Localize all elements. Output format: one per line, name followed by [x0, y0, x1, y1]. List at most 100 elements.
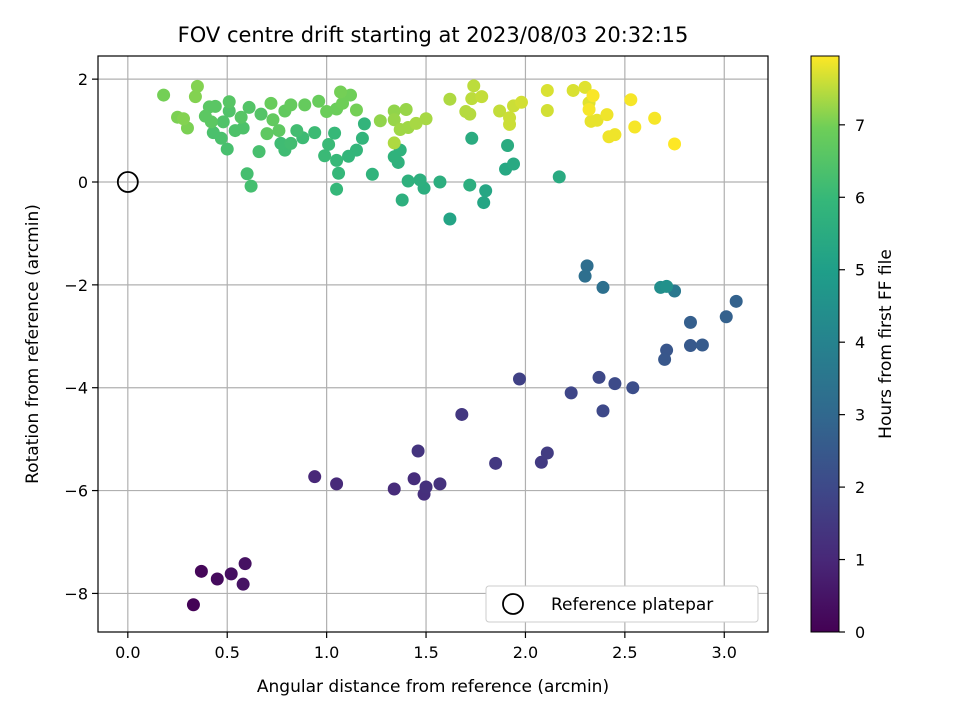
data-point	[260, 127, 274, 141]
data-point	[463, 178, 477, 192]
reference-marker	[116, 171, 139, 193]
plot-frame	[97, 55, 769, 633]
data-point	[210, 572, 224, 586]
data-point	[387, 113, 401, 127]
y-tick-label: −8	[64, 584, 88, 603]
data-point	[194, 564, 208, 578]
data-point	[552, 170, 566, 184]
x-tick-label: 0.5	[215, 643, 240, 662]
data-point	[204, 115, 218, 129]
data-point	[244, 179, 258, 193]
data-point	[234, 110, 248, 124]
colorbar-ticks: 0 1 2 3 4 5 6 7	[839, 116, 865, 642]
x-ticks: 0.0 0.5 1.0 1.5 2.0 2.5 3.0	[115, 632, 737, 662]
data-point	[419, 480, 433, 494]
data-point	[298, 98, 312, 112]
data-point	[534, 455, 548, 469]
data-point	[590, 113, 604, 127]
data-point	[272, 124, 286, 138]
legend-marker	[502, 593, 524, 615]
data-point	[493, 104, 507, 118]
data-point	[489, 456, 503, 470]
chart-title: FOV centre drift starting at 2023/08/03 …	[178, 23, 689, 47]
data-point	[624, 93, 638, 107]
x-tick-label: 0.0	[115, 643, 140, 662]
data-point	[349, 103, 363, 117]
colorbar-tick-label: 3	[855, 406, 865, 425]
data-point	[409, 116, 423, 130]
data-point	[600, 108, 614, 122]
data-point	[512, 372, 526, 386]
data-point	[683, 339, 697, 353]
x-tick-label: 1.5	[413, 643, 438, 662]
data-point	[284, 98, 298, 112]
data-point	[240, 167, 254, 181]
colorbar-label: Hours from first FF file	[876, 249, 896, 439]
data-point	[330, 182, 344, 196]
data-point	[501, 138, 515, 152]
data-point	[628, 120, 642, 134]
x-tick-label: 2.0	[513, 643, 538, 662]
data-point	[222, 104, 236, 118]
data-point	[393, 123, 407, 137]
data-point	[540, 83, 554, 97]
data-point	[320, 105, 334, 119]
colorbar-tick-label: 1	[855, 551, 865, 570]
data-point	[433, 175, 447, 189]
data-point	[413, 173, 427, 187]
data-point	[608, 128, 622, 142]
legend-label: Reference platepar	[551, 595, 713, 615]
x-tick-label: 2.5	[612, 643, 637, 662]
y-tick-label: 0	[78, 173, 88, 192]
data-point	[224, 567, 238, 581]
colorbar-tick-label: 2	[855, 478, 865, 497]
data-point	[365, 167, 379, 181]
data-point	[254, 107, 268, 121]
colorbar-tick-label: 5	[855, 261, 865, 280]
data-point	[387, 150, 401, 164]
data-point	[626, 381, 640, 395]
data-point	[566, 83, 580, 97]
data-point	[208, 99, 222, 113]
data-point	[343, 88, 357, 102]
data-point	[342, 149, 356, 163]
data-point	[433, 477, 447, 491]
x-tick-label: 1.0	[314, 643, 339, 662]
data-point	[387, 136, 401, 150]
data-point	[284, 136, 298, 150]
data-point	[206, 126, 220, 140]
data-point	[387, 482, 401, 496]
data-point	[242, 100, 256, 114]
data-point	[592, 370, 606, 384]
y-tick-label: −4	[64, 379, 88, 398]
data-point	[477, 196, 491, 210]
colorbar-gradient	[810, 55, 840, 633]
legend: Reference platepar	[485, 585, 759, 623]
data-point	[608, 377, 622, 391]
data-point	[220, 142, 234, 156]
data-point	[729, 294, 743, 308]
data-point	[564, 386, 578, 400]
data-point	[467, 79, 481, 93]
colorbar-tick-label: 4	[855, 333, 865, 352]
data-point	[507, 157, 521, 171]
data-point	[580, 259, 594, 273]
colorbar: 0 1 2 3 4 5 6 7 Hours from first FF file	[810, 55, 896, 642]
y-ticks: 2 0 −2 −4 −6 −8	[64, 70, 98, 603]
data-point	[157, 88, 171, 102]
data-point	[475, 90, 489, 104]
data-point	[357, 117, 371, 131]
data-point	[463, 107, 477, 121]
data-point	[479, 184, 493, 198]
data-point	[540, 446, 554, 460]
data-point	[660, 279, 674, 293]
colorbar-tick-label: 0	[855, 623, 865, 642]
data-point	[455, 407, 469, 421]
data-point	[322, 137, 336, 151]
data-point	[176, 112, 190, 126]
data-point	[318, 149, 332, 163]
data-point	[578, 269, 592, 283]
data-point	[503, 111, 517, 125]
